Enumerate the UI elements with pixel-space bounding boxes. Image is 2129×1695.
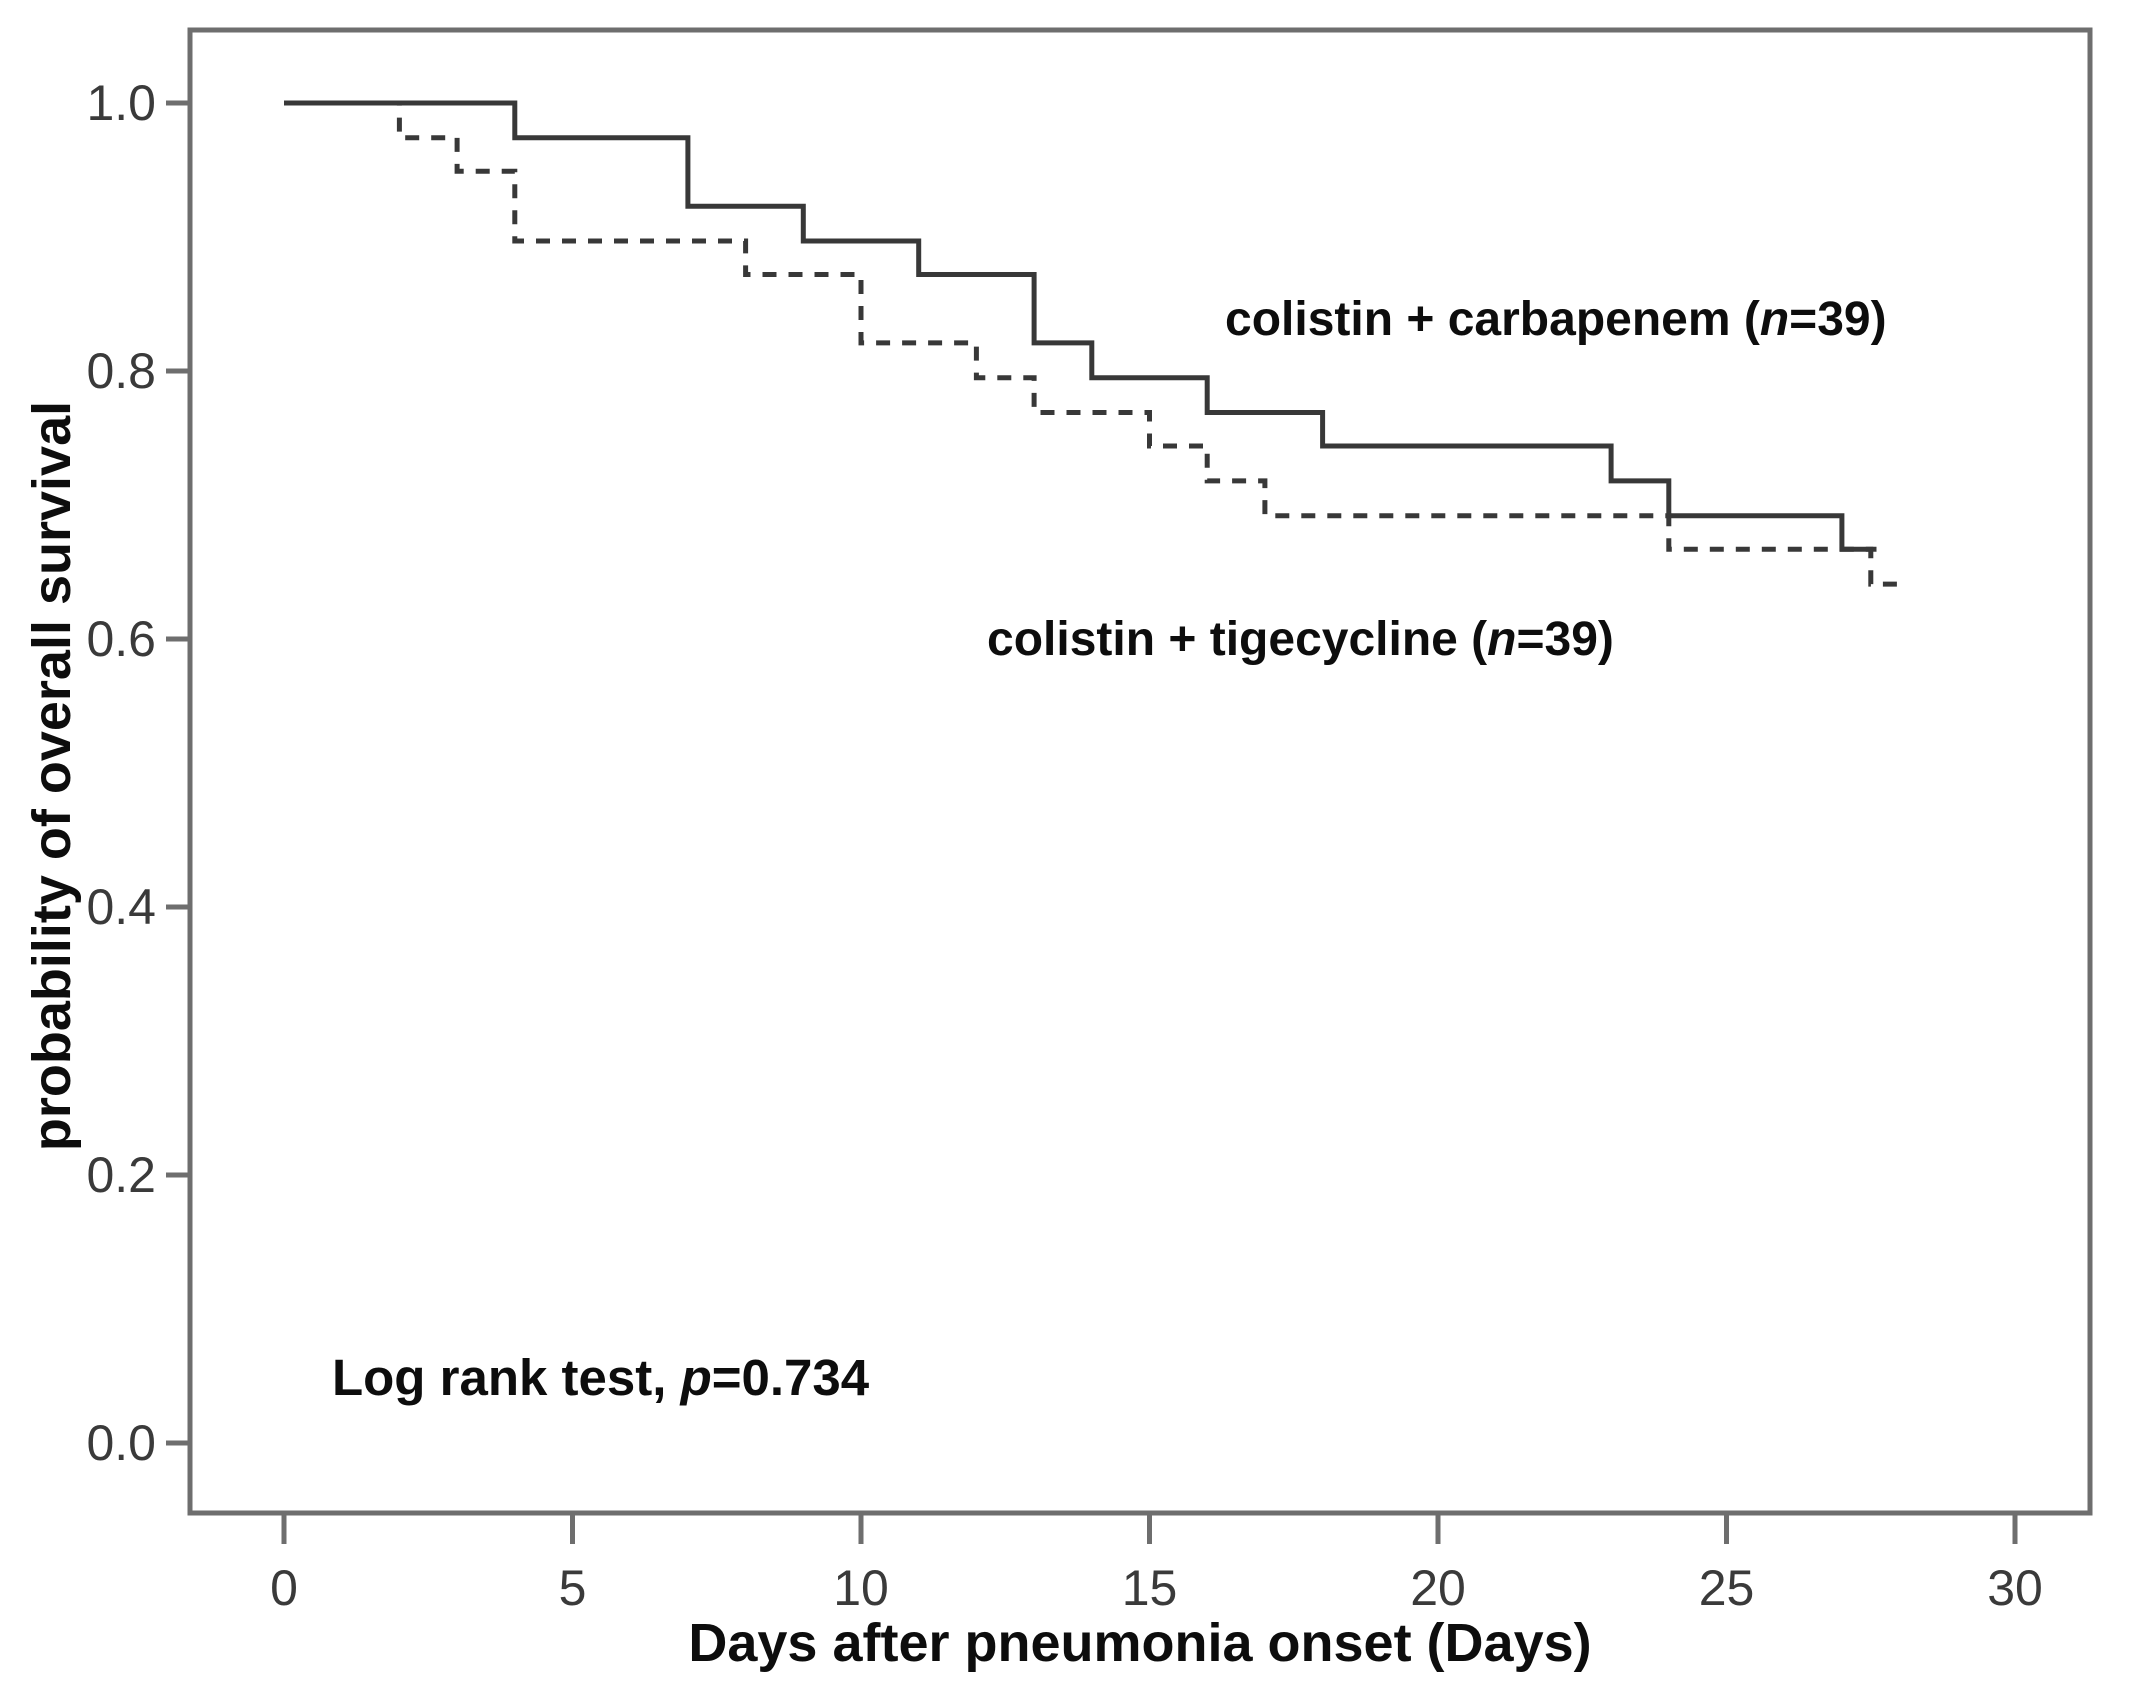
series-label-carbapenem-text: colistin + carbapenem ( [1225,293,1760,346]
y-tick-label: 0.6 [86,611,156,667]
y-tick-label: 0.8 [86,343,156,399]
x-tick-label: 5 [559,1560,587,1616]
plot-frame [187,27,2093,1516]
survival-curve-tigecycline [284,100,1906,587]
logrank-italic-p: p [680,1349,712,1406]
y-axis-title: probability of overall survival [22,400,82,1152]
x-tick-label: 15 [1122,1560,1178,1616]
series-label-carbapenem-italic-n: n [1759,293,1790,346]
series-label-carbapenem-suffix: =39) [1789,293,1887,346]
x-tick-label: 30 [1987,1560,2043,1616]
y-tick-label: 0.0 [86,1415,156,1471]
logrank-annotation: Log rank test, p=0.734 [332,1348,869,1407]
x-tick-label: 20 [1410,1560,1466,1616]
series-label-tigecycline-suffix: =39) [1516,613,1614,666]
survival-curve-carbapenem [284,100,1877,552]
series-label-tigecycline-text: colistin + tigecycline ( [987,613,1488,666]
logrank-value: =0.734 [711,1349,870,1406]
series-label-tigecycline-italic-n: n [1487,613,1517,666]
y-tick-label: 1.0 [86,75,156,131]
series-label-tigecycline: colistin + tigecycline (n=39) [987,612,1614,667]
y-tick-label: 0.4 [86,879,156,935]
y-tick-label: 0.2 [86,1147,156,1203]
logrank-text: Log rank test, [332,1349,681,1406]
x-tick-label: 25 [1699,1560,1755,1616]
x-tick-label: 10 [833,1560,889,1616]
x-tick-label: 0 [270,1560,298,1616]
series-label-carbapenem: colistin + carbapenem (n=39) [1225,292,1887,347]
x-axis-title: Days after pneumonia onset (Days) [688,1613,1592,1673]
